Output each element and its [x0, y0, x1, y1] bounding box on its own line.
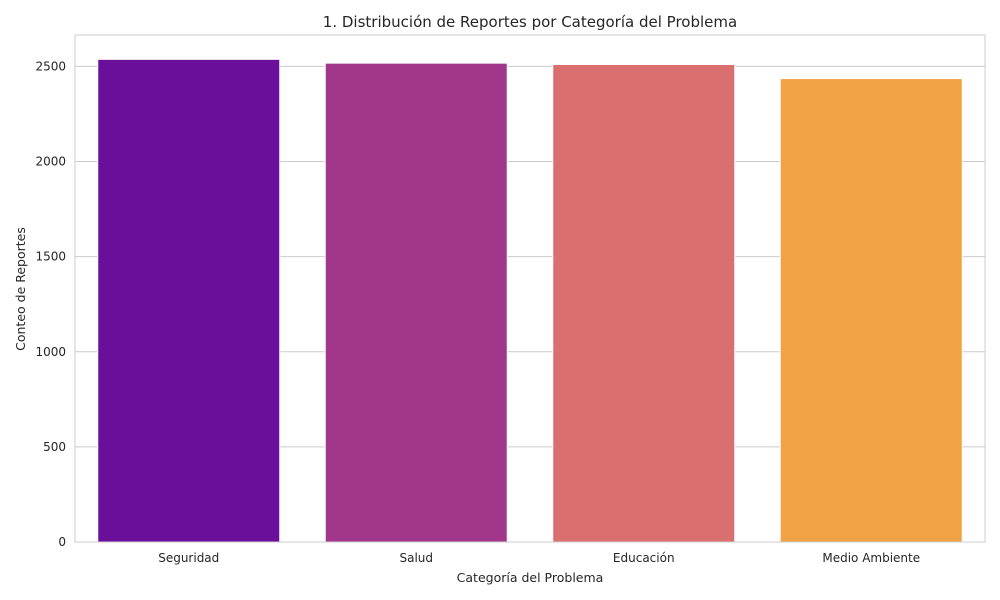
- bar-seguridad: [97, 58, 281, 543]
- chart-title: 1. Distribución de Reportes por Categorí…: [323, 13, 737, 31]
- x-tick-label: Medio Ambiente: [822, 551, 920, 565]
- bars: [97, 58, 963, 543]
- y-tick-label: 1500: [35, 250, 66, 264]
- y-tick-label: 2000: [35, 155, 66, 169]
- x-tick-label: Seguridad: [158, 551, 219, 565]
- y-tick-label: 0: [58, 535, 66, 549]
- y-axis-label: Conteo de Reportes: [13, 227, 28, 351]
- x-tick-labels: Seguridad Salud Educación Medio Ambiente: [158, 551, 920, 565]
- y-tick-labels: 0 500 1000 1500 2000 2500: [35, 59, 66, 549]
- bar-medio-ambiente: [779, 78, 963, 543]
- y-tick-label: 500: [43, 440, 66, 454]
- y-tick-label: 2500: [35, 59, 66, 73]
- x-axis-label: Categoría del Problema: [457, 570, 604, 585]
- bar-educación: [552, 63, 736, 543]
- x-tick-label: Educación: [613, 551, 675, 565]
- y-tick-label: 1000: [35, 345, 66, 359]
- plot-frame: [74, 34, 986, 543]
- bar-salud: [324, 62, 508, 543]
- x-tick-label: Salud: [399, 551, 433, 565]
